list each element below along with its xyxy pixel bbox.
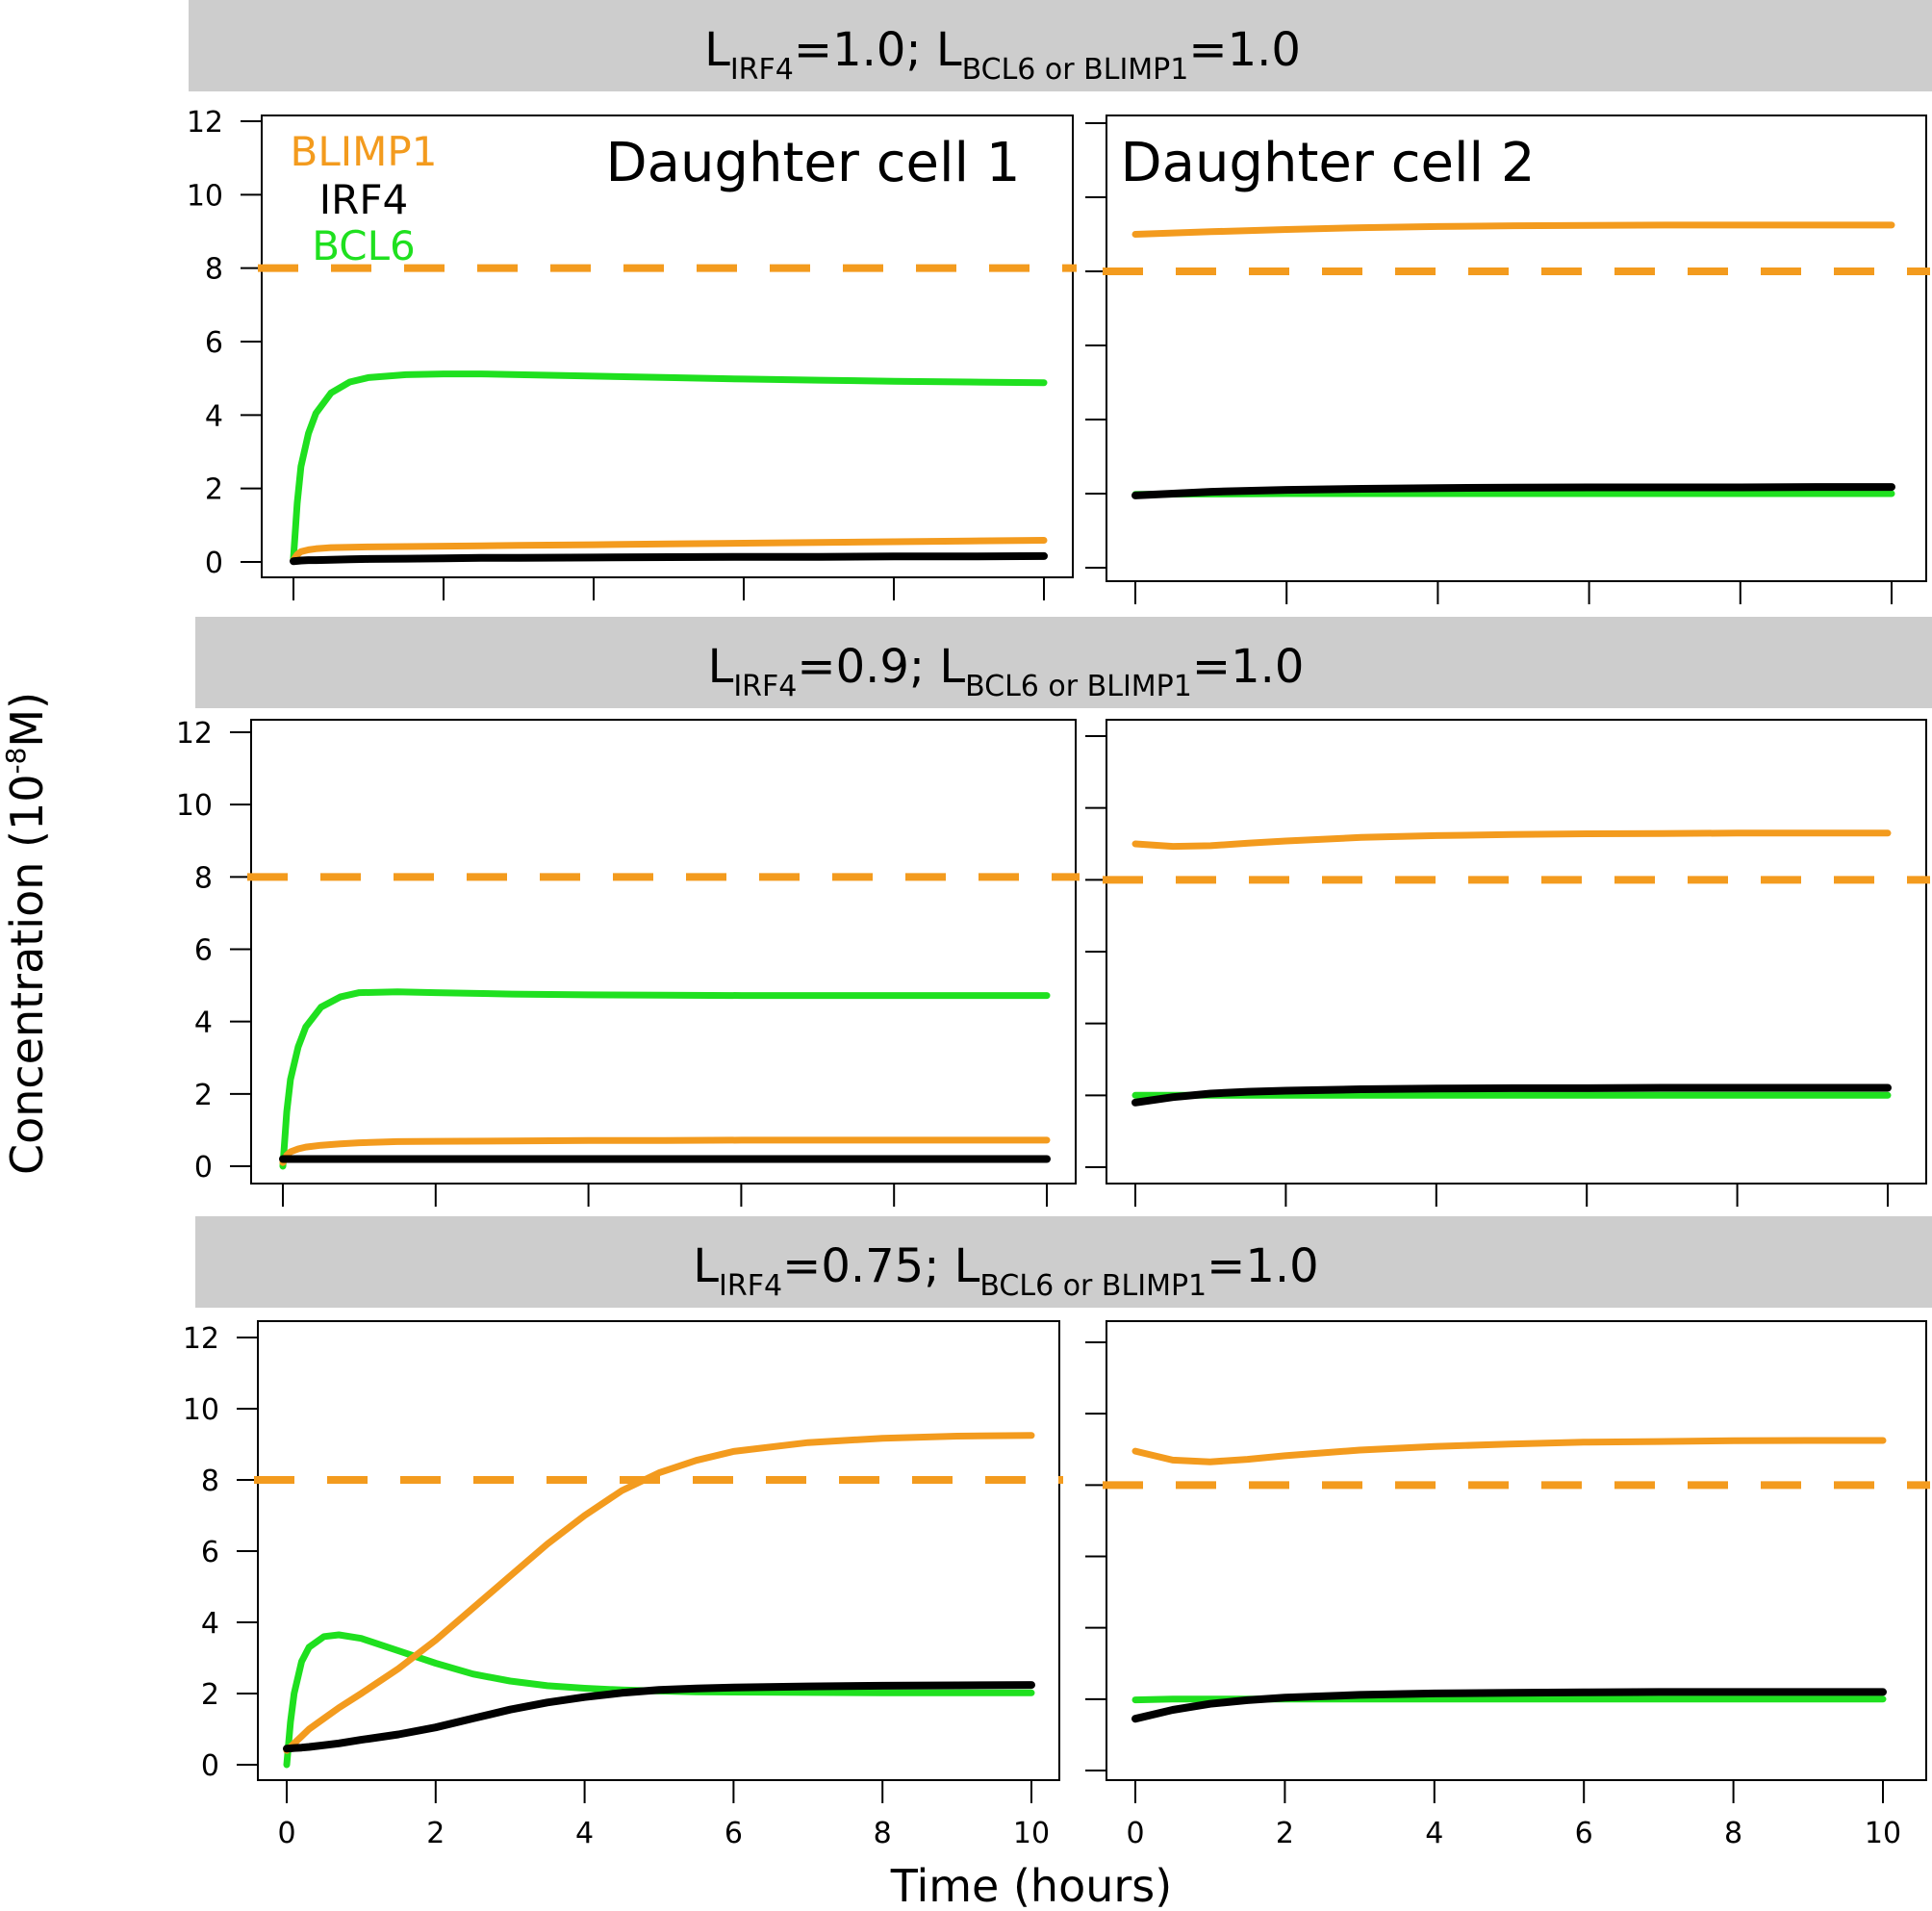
x-tick-label: 2 [426,1817,445,1850]
series-line-irf4 [290,551,1048,566]
condition-header [195,617,1932,708]
legend-item-bcl6: BCL6 [312,222,416,269]
y-tick-label: 0 [194,1151,213,1185]
series-line-blimp1 [279,1136,1051,1166]
panel-row3-col2: 0 2 4 6 8 10 [1085,1320,1930,1850]
panel-row2-col1: 0 2 4 6 8 10 12 [176,717,1080,1207]
plot-frame [1106,115,1927,582]
x-tick-label: 8 [874,1817,892,1850]
panel-row2-col2 [1085,719,1930,1207]
header-text: =0.9; L [797,640,965,694]
panel-row1-col1: 0 2 4 6 8 10 12 [187,106,1077,600]
y-tick-label: 10 [183,1393,219,1427]
y-tick-label: 6 [201,1536,219,1569]
y-tick-label: 2 [201,1678,219,1712]
condition-header [195,1216,1932,1308]
legend-item-irf4: IRF4 [319,176,408,223]
series-line-blimp1 [1131,221,1895,238]
header-subscript: IRF4 [733,670,797,703]
header-text: =1.0 [1192,640,1305,694]
y-tick-label: 8 [194,861,213,895]
header-text: L [704,23,730,77]
y-tick-label: 10 [187,179,223,213]
series-line-blimp1 [290,537,1048,564]
x-tick-label: 4 [575,1817,594,1850]
x-tick-label: 10 [1865,1817,1901,1850]
y-tick-label: 10 [176,789,213,823]
y-tick-label: 8 [205,253,223,287]
condition-header-text: LIRF4=1.0; LBCL6 or BLIMP1=1.0 [704,23,1301,87]
header-text: L [693,1239,719,1293]
y-tick-label: 8 [201,1465,219,1498]
header-text: L [708,640,734,694]
chart-row-3: LIRF4=0.75; LBCL6 or BLIMP1=1.0 0 2 4 6 8 10 12… [183,1216,1932,1850]
header-text: =1.0; L [794,23,962,77]
header-text: =0.75; L [782,1239,980,1293]
header-subscript: IRF4 [719,1269,782,1303]
chart-row-2: LIRF4=0.9; LBCL6 or BLIMP1=1.0 0 2 4 6 8 10 12 [176,617,1932,1207]
y-tick-label: 4 [194,1006,213,1040]
x-axis-label: Time (hours) [890,1860,1172,1911]
series-line-bcl6 [279,988,1051,1170]
plot-frame [1106,719,1927,1185]
series-line-blimp1 [1131,829,1892,851]
plot-frame [250,719,1077,1185]
condition-header-text: LIRF4=0.75; LBCL6 or BLIMP1=1.0 [693,1239,1318,1303]
series-line-irf4 [1131,1688,1887,1723]
panel-title-daughter-cell-1: Daughter cell 1 [606,132,1021,194]
header-subscript: BCL6 or BLIMP1 [962,53,1189,87]
x-tick-label: 6 [724,1817,743,1850]
header-text: =1.0 [1207,1239,1319,1293]
series-line-irf4 [1131,483,1895,499]
y-tick-label: 12 [187,106,223,140]
y-tick-label: 0 [201,1749,219,1783]
series-line-irf4 [283,1681,1035,1753]
x-tick-label: 8 [1724,1817,1742,1850]
y-tick-label: 0 [205,547,223,580]
y-tick-label: 2 [205,473,223,507]
header-subscript: BCL6 or BLIMP1 [965,670,1192,703]
series-line-blimp1 [1131,1437,1887,1465]
panel-title-daughter-cell-2: Daughter cell 2 [1121,132,1536,194]
plot-frame [261,115,1074,578]
y-tick-label: 4 [201,1607,219,1641]
series-line-bcl6 [283,1631,1035,1769]
legend-item-blimp1: BLIMP1 [291,128,438,175]
panel-row1-col2 [1085,115,1930,604]
panel-row3-col1: 0 2 4 6 8 10 12 0 2 4 6 8 10 [183,1320,1063,1850]
header-subscript: BCL6 or BLIMP1 [979,1269,1207,1303]
y-tick-label: 6 [194,934,213,968]
plot-frame [1106,1320,1927,1781]
condition-header-text: LIRF4=0.9; LBCL6 or BLIMP1=1.0 [708,640,1305,703]
x-tick-label: 0 [277,1817,295,1850]
y-tick-label: 12 [176,717,213,751]
x-tick-label: 2 [1276,1817,1294,1850]
y-tick-label: 6 [205,326,223,360]
x-tick-label: 10 [1013,1817,1050,1850]
header-text: =1.0 [1188,23,1301,77]
y-tick-label: 2 [194,1079,213,1112]
x-tick-label: 6 [1575,1817,1593,1850]
series-line-bcl6 [290,370,1048,562]
x-tick-label: 4 [1425,1817,1443,1850]
series-line-bcl6 [1131,1695,1887,1704]
plot-frame [257,1320,1060,1781]
y-tick-label: 4 [205,399,223,433]
header-subscript: IRF4 [730,53,794,87]
series-line-blimp1 [283,1432,1035,1754]
series-line-irf4 [1131,1083,1892,1107]
x-tick-label: 0 [1126,1817,1144,1850]
y-axis-label: Concentration (10-8M) [0,692,53,1175]
condition-header [189,0,1932,91]
y-tick-label: 12 [183,1322,219,1356]
